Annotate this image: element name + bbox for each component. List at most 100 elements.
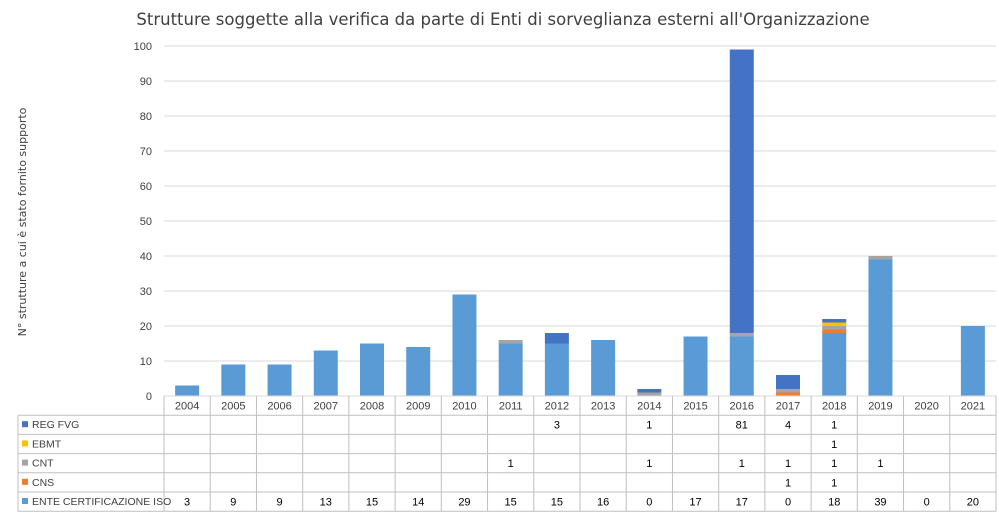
x-tick-label: 2010	[452, 401, 476, 413]
data-table: 2004 2005 2006 2007 2008 2009 2010 2011 2012 2013…	[17, 395, 997, 512]
y-axis-label: N° strutture a cui è stato fornito suppo…	[16, 107, 29, 336]
data-label: 3	[184, 497, 190, 509]
y-tick-label: 90	[140, 76, 152, 88]
data-label: 15	[366, 497, 378, 509]
data-label: 3	[554, 420, 560, 432]
data-label: 0	[924, 497, 930, 509]
bar-segment	[683, 336, 708, 396]
data-label: 1	[646, 420, 652, 432]
bar-segment	[313, 350, 338, 396]
bars	[175, 49, 985, 396]
y-tick-labels: 0 10 20 30 40 50 60 70 80 90 100	[134, 41, 152, 403]
legend-label: EBMT	[32, 438, 62, 450]
data-label: 9	[230, 497, 236, 509]
x-tick-label: 2011	[499, 401, 523, 413]
data-label: 18	[828, 497, 840, 509]
x-tick-label: 2017	[776, 401, 800, 413]
bar-segment	[822, 322, 847, 326]
bar-segment	[729, 333, 754, 337]
x-tick-label: 2004	[175, 401, 199, 413]
y-tick-label: 0	[146, 391, 152, 403]
bar-segment	[960, 326, 985, 396]
y-tick-label: 10	[140, 356, 152, 368]
data-label: 4	[785, 420, 791, 432]
x-tick-label: 2013	[591, 401, 615, 413]
x-tick-label: 2018	[822, 401, 846, 413]
data-label: 1	[831, 439, 837, 451]
legend-key	[22, 498, 28, 504]
data-label: 1	[831, 477, 837, 489]
bar-segment	[822, 319, 847, 323]
x-tick-label: 2008	[360, 401, 384, 413]
x-tick-label: 2009	[406, 401, 430, 413]
data-label: 14	[412, 497, 424, 509]
data-label: 0	[646, 497, 652, 509]
legend-key	[22, 440, 28, 447]
y-tick-label: 70	[140, 146, 152, 158]
bar-segment	[637, 392, 662, 396]
data-label: 1	[508, 458, 514, 470]
legend-key	[22, 421, 28, 428]
bar-segment	[406, 347, 431, 396]
data-label: 1	[785, 458, 791, 470]
bar-segment	[822, 326, 847, 330]
y-tick-label: 40	[140, 251, 152, 263]
bar-segment	[822, 333, 847, 396]
data-label: 15	[505, 497, 517, 509]
x-tick-label: 2015	[683, 401, 707, 413]
y-tick-label: 80	[140, 111, 152, 123]
bar-segment	[868, 259, 893, 396]
data-label: 16	[597, 497, 609, 509]
bar-segment	[267, 364, 292, 396]
data-label: 17	[689, 497, 701, 509]
bar-segment	[637, 389, 662, 393]
x-tick-label: 2020	[914, 401, 938, 413]
data-label: 1	[739, 458, 745, 470]
bar-segment	[868, 256, 893, 260]
gridlines	[164, 45, 996, 362]
data-label: 0	[785, 497, 791, 509]
data-label: 1	[831, 420, 837, 432]
bar-segment	[221, 364, 246, 396]
x-tick-label: 2019	[868, 401, 892, 413]
x-tick-label: 2014	[637, 401, 661, 413]
bar-segment	[175, 385, 200, 396]
bar-segment	[776, 375, 800, 389]
bar-segment	[729, 49, 754, 333]
legend-label: REG FVG	[32, 419, 79, 431]
data-label: 9	[276, 497, 282, 509]
y-tick-label: 100	[134, 41, 152, 53]
legend-label: CNT	[32, 458, 54, 470]
y-tick-label: 20	[140, 321, 152, 333]
x-tick-label: 2006	[267, 401, 291, 413]
y-tick-label: 60	[140, 181, 152, 193]
data-label: 1	[877, 458, 883, 470]
data-label: 1	[785, 477, 791, 489]
legend-label: CNS	[32, 477, 54, 489]
bar-segment	[822, 329, 847, 333]
chart-title: Strutture soggette alla verifica da part…	[136, 10, 869, 29]
bar-segment	[591, 340, 616, 396]
data-label: 39	[874, 497, 886, 509]
bar-segment	[544, 343, 569, 396]
x-tick-label: 2021	[961, 401, 985, 413]
y-tick-label: 50	[140, 216, 152, 228]
data-label: 17	[736, 497, 748, 509]
bar-segment	[360, 343, 384, 396]
data-label: 20	[967, 497, 979, 509]
bar-segment	[498, 343, 523, 396]
data-label: 81	[736, 420, 748, 432]
bar-segment	[452, 294, 477, 396]
data-label: 15	[551, 497, 563, 509]
x-tick-label: 2007	[314, 401, 338, 413]
bar-segment	[776, 389, 800, 393]
legend-label: ENTE CERTIFICAZIONE ISO	[32, 496, 171, 508]
bar-segment	[498, 340, 523, 344]
y-tick-label: 30	[140, 286, 152, 298]
data-label: 1	[646, 458, 652, 470]
bar-segment	[729, 336, 754, 396]
data-label: 13	[320, 497, 332, 509]
x-tick-label: 2005	[221, 401, 245, 413]
bar-segment	[776, 392, 800, 396]
